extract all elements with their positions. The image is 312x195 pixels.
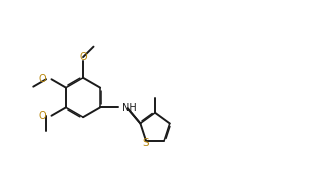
Text: NH: NH	[122, 103, 137, 113]
Text: O: O	[38, 74, 46, 84]
Text: O: O	[38, 111, 46, 121]
Text: S: S	[143, 138, 149, 148]
Text: O: O	[79, 52, 87, 62]
